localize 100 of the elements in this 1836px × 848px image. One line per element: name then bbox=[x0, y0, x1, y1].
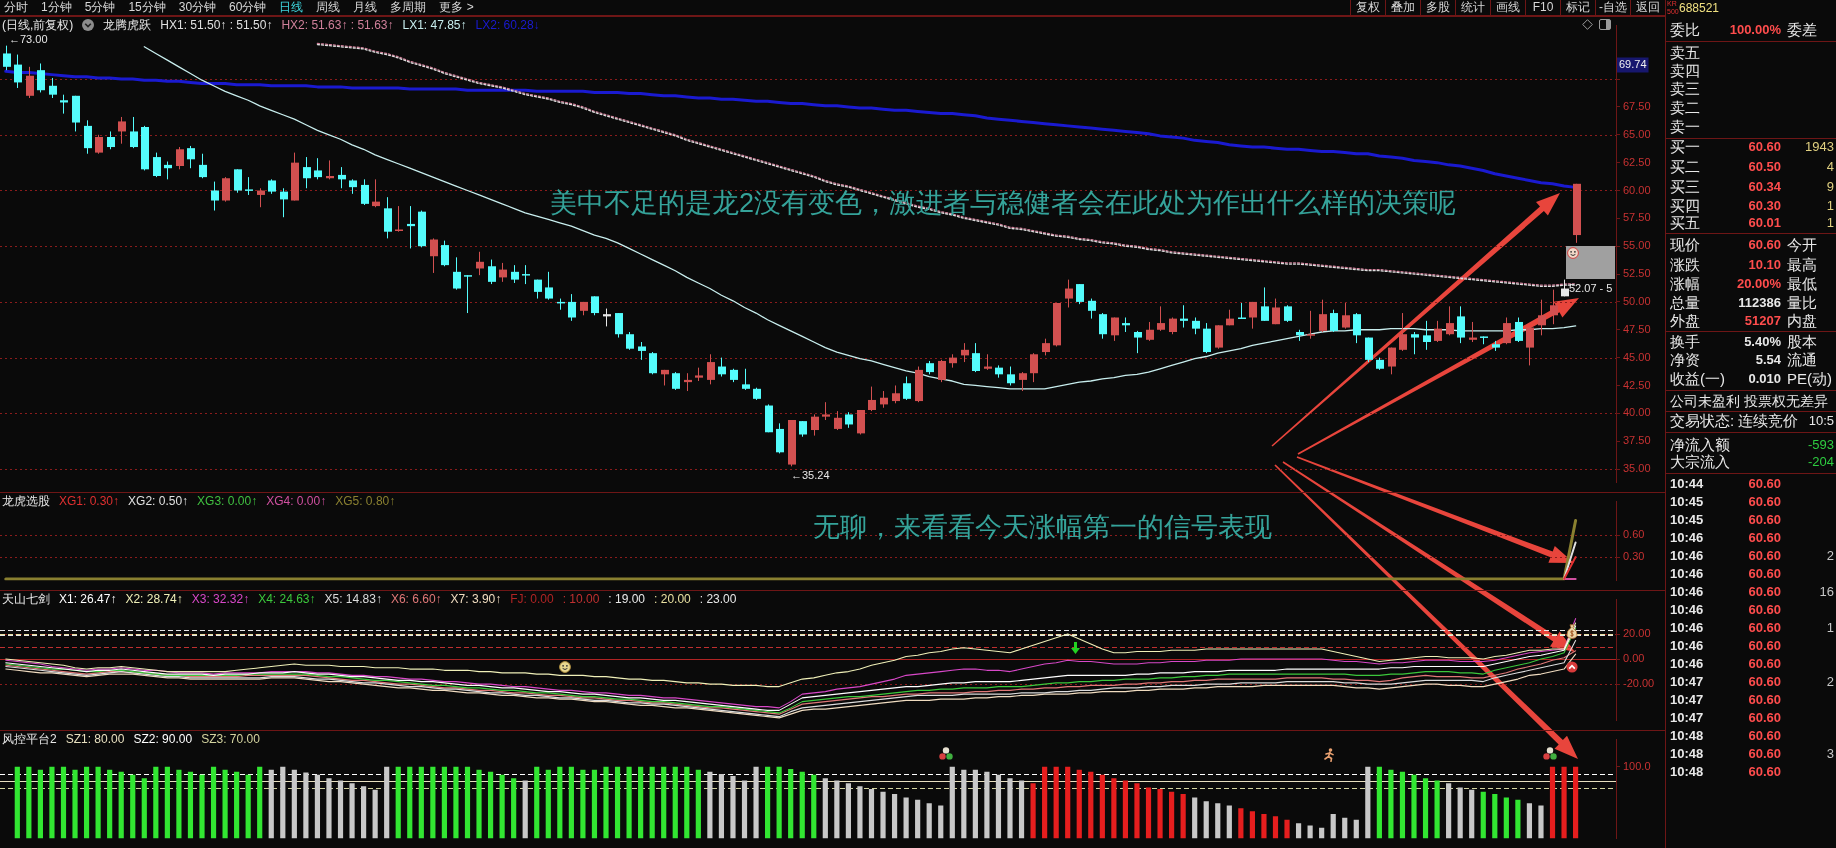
y-tick-label: 42.50 bbox=[1623, 378, 1651, 391]
text: 2 bbox=[1826, 548, 1834, 564]
bar bbox=[614, 766, 621, 839]
candlestick bbox=[314, 157, 322, 180]
candlestick bbox=[257, 187, 265, 208]
text: 20.00% bbox=[1736, 276, 1781, 292]
candlestick bbox=[234, 168, 242, 194]
bar bbox=[187, 771, 194, 839]
text: 量比 bbox=[1787, 294, 1817, 312]
text: 卖五 bbox=[1670, 43, 1700, 62]
text: 1 bbox=[1826, 620, 1834, 636]
candlestick bbox=[1261, 286, 1269, 322]
bar bbox=[545, 769, 551, 839]
bar bbox=[1169, 791, 1175, 839]
ref-line-label: SZ2: 90.00 bbox=[133, 732, 193, 746]
bar bbox=[649, 766, 655, 839]
chart-title: 龙虎选股 bbox=[2, 494, 50, 508]
text: 月线 bbox=[353, 0, 378, 15]
candlestick bbox=[1515, 317, 1523, 343]
candlestick bbox=[1030, 352, 1038, 383]
text: 10:47 bbox=[1670, 710, 1704, 726]
text: 叠加 bbox=[1385, 0, 1420, 15]
candlestick bbox=[522, 264, 530, 285]
candlestick bbox=[1307, 310, 1315, 340]
bar bbox=[511, 778, 517, 839]
text: 10:48 bbox=[1670, 764, 1704, 780]
candlestick bbox=[430, 237, 438, 274]
text: F10 bbox=[1525, 0, 1560, 15]
bar bbox=[1249, 811, 1255, 839]
text: -593 bbox=[1807, 436, 1834, 453]
text: 卖二 bbox=[1670, 99, 1700, 118]
bar bbox=[672, 766, 678, 839]
bar bbox=[1018, 780, 1025, 839]
legend-label: XG3: 0.00↑ bbox=[197, 494, 258, 508]
candlestick bbox=[1019, 371, 1027, 392]
text: LX1: 47.85↑ bbox=[402, 18, 467, 32]
candlestick bbox=[49, 77, 57, 99]
bar bbox=[418, 766, 424, 839]
bar bbox=[603, 766, 609, 839]
text: 10:46 bbox=[1670, 620, 1704, 636]
candlestick bbox=[303, 156, 311, 189]
y-tick-label: 67.50 bbox=[1623, 99, 1651, 112]
text: 大宗流入 bbox=[1670, 453, 1730, 472]
candlestick bbox=[811, 413, 819, 437]
text: 净流入额 bbox=[1670, 435, 1730, 454]
text: 9 bbox=[1826, 178, 1834, 195]
bar bbox=[1342, 817, 1348, 839]
y-tick-label: 0.30 bbox=[1623, 550, 1645, 563]
bar bbox=[1480, 791, 1486, 839]
text: 返回 bbox=[1630, 0, 1665, 15]
candlestick bbox=[361, 178, 369, 206]
text: 60.60 bbox=[1748, 584, 1781, 600]
text: X5: 14.83↑ bbox=[324, 592, 382, 606]
text: 更多 > bbox=[439, 0, 474, 15]
text: 60.60 bbox=[1748, 710, 1781, 726]
bar bbox=[845, 783, 851, 839]
series-label: HX2: 51.63↑ : 51.63↑ bbox=[281, 18, 394, 32]
bar bbox=[1330, 814, 1336, 839]
text: 10:44 bbox=[1670, 476, 1704, 492]
bar bbox=[107, 769, 113, 839]
chart-title: 天山七剑 bbox=[2, 592, 50, 606]
candlestick bbox=[1330, 309, 1338, 333]
bar bbox=[707, 771, 713, 839]
candlestick bbox=[441, 240, 449, 267]
bar bbox=[926, 803, 932, 839]
candlestick bbox=[1249, 301, 1257, 330]
candlestick bbox=[453, 256, 461, 291]
text: 3 bbox=[1826, 746, 1834, 762]
text: 卖四 bbox=[1670, 62, 1700, 81]
bar bbox=[1111, 778, 1117, 839]
text: 10:45 bbox=[1670, 494, 1704, 510]
text: 总量 bbox=[1670, 294, 1700, 312]
candlestick bbox=[1365, 337, 1373, 363]
text: 委差 bbox=[1787, 21, 1817, 39]
candlestick bbox=[1423, 320, 1431, 351]
bar bbox=[291, 769, 297, 839]
bar bbox=[464, 766, 471, 839]
text: 60.60 bbox=[1748, 548, 1781, 564]
bar bbox=[661, 766, 667, 839]
bar bbox=[257, 766, 263, 839]
bar bbox=[199, 774, 205, 839]
y-tick-label: 0.60 bbox=[1623, 528, 1645, 541]
annotation: 无聊，来看看今天涨幅第一的信号表现 bbox=[813, 512, 1272, 543]
bar bbox=[14, 766, 20, 839]
chart-subtitle: 龙腾虎跃 bbox=[103, 18, 152, 32]
text: 60.60 bbox=[1748, 746, 1781, 762]
bar bbox=[268, 769, 274, 839]
bar bbox=[499, 774, 505, 839]
text: XG4: 0.00↑ bbox=[266, 494, 327, 508]
bar bbox=[580, 769, 586, 839]
candlestick bbox=[1203, 322, 1211, 354]
bar bbox=[949, 766, 955, 839]
bar bbox=[1145, 787, 1152, 839]
candlestick bbox=[222, 176, 230, 203]
text: 1943 bbox=[1805, 139, 1834, 155]
candlestick bbox=[1134, 330, 1142, 354]
text: 15分钟 bbox=[128, 0, 166, 15]
bar bbox=[1030, 783, 1036, 839]
bar bbox=[83, 766, 90, 839]
bar bbox=[1157, 789, 1163, 839]
